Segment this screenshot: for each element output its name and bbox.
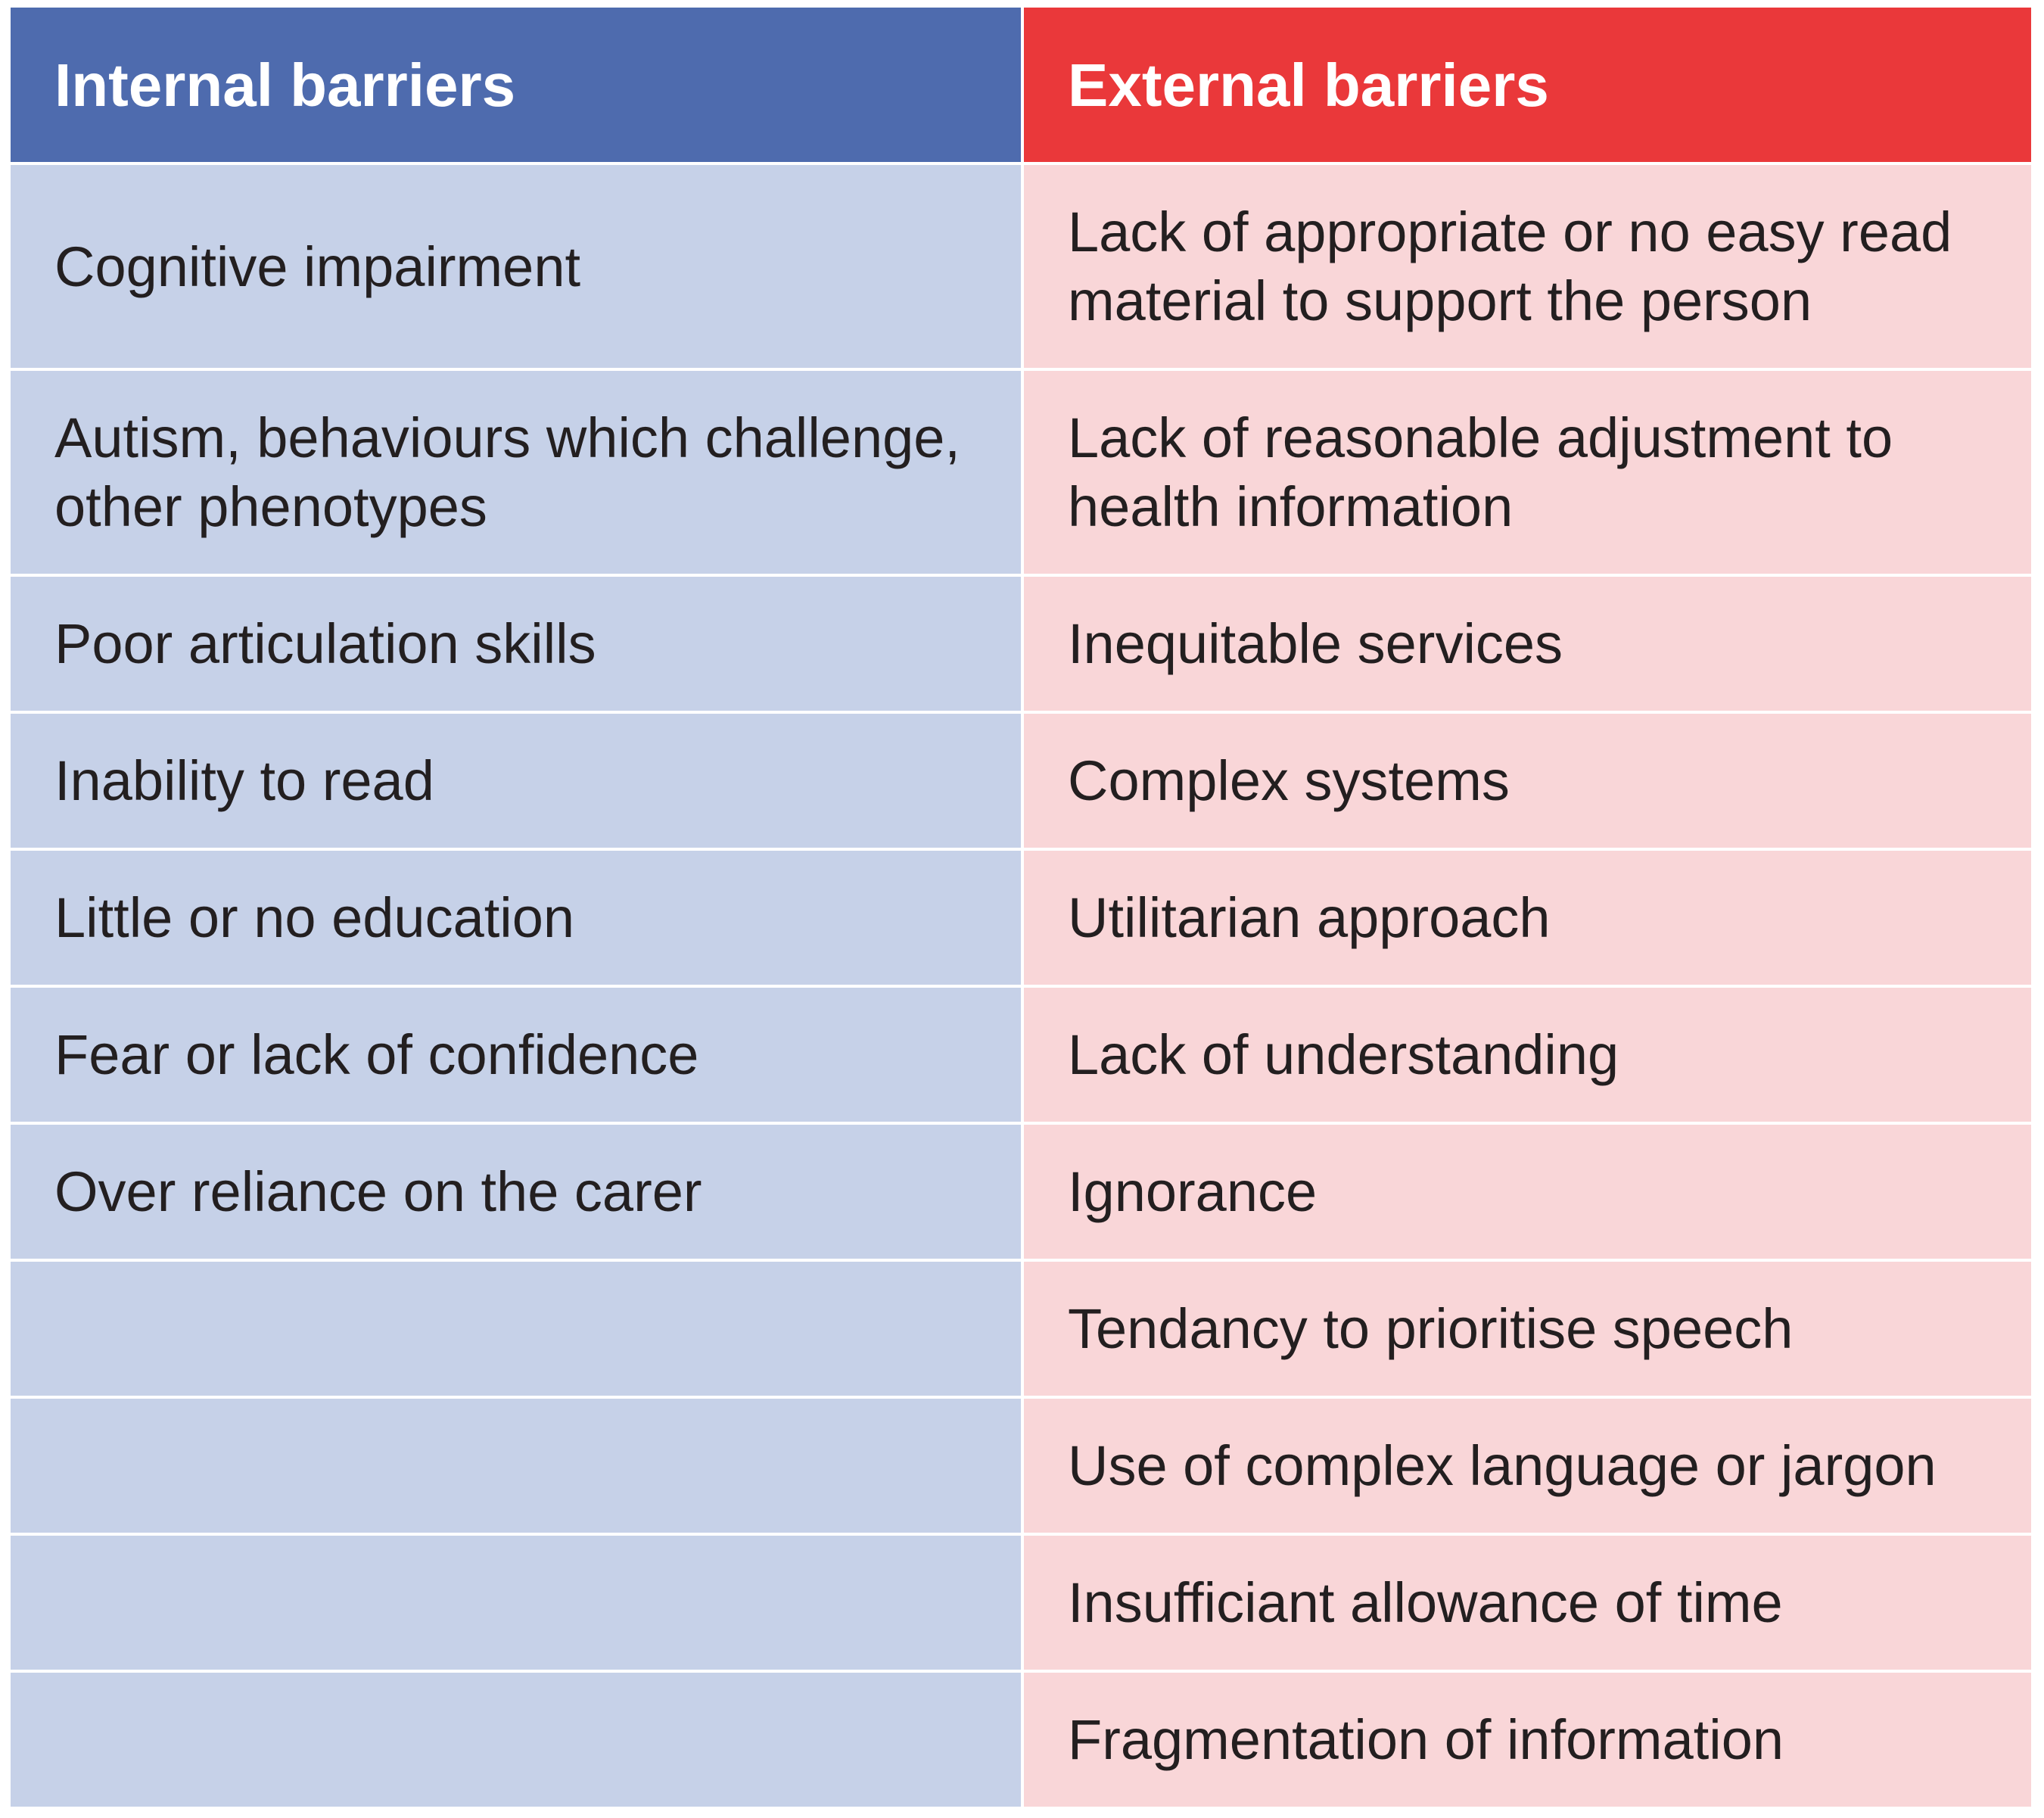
external-barrier-cell: Lack of appropriate or no easy read mate…: [1022, 162, 2031, 368]
internal-barrier-cell: Autism, behaviours which challenge, othe…: [11, 368, 1022, 574]
external-barrier-cell: Use of complex language or jargon: [1022, 1396, 2031, 1533]
internal-barriers-header: Internal barriers: [11, 8, 1022, 162]
external-barrier-cell: Ignorance: [1022, 1122, 2031, 1259]
external-barrier-cell: Tendancy to prioritise speech: [1022, 1259, 2031, 1396]
internal-barrier-cell: Little or no education: [11, 848, 1022, 985]
external-barrier-cell: Fragmentation of information: [1022, 1670, 2031, 1807]
internal-barrier-cell: Poor articulation skills: [11, 574, 1022, 711]
external-barrier-cell: Lack of reasonable adjustment to health …: [1022, 368, 2031, 574]
external-barrier-cell: Inequitable services: [1022, 574, 2031, 711]
external-barrier-cell: Insufficiant allowance of time: [1022, 1533, 2031, 1670]
external-barrier-cell: Complex systems: [1022, 711, 2031, 848]
internal-barrier-cell: Over reliance on the carer: [11, 1122, 1022, 1259]
internal-barrier-cell: Fear or lack of confidence: [11, 985, 1022, 1122]
internal-barrier-cell-empty: [11, 1533, 1022, 1670]
barriers-table: Internal barriers External barriers Cogn…: [11, 8, 2031, 1807]
internal-barrier-cell: Inability to read: [11, 711, 1022, 848]
internal-barrier-cell: Cognitive impairment: [11, 162, 1022, 368]
internal-barrier-cell-empty: [11, 1396, 1022, 1533]
internal-barrier-cell-empty: [11, 1670, 1022, 1807]
external-barrier-cell: Utilitarian approach: [1022, 848, 2031, 985]
external-barrier-cell: Lack of understanding: [1022, 985, 2031, 1122]
internal-barrier-cell-empty: [11, 1259, 1022, 1396]
external-barriers-header: External barriers: [1022, 8, 2031, 162]
